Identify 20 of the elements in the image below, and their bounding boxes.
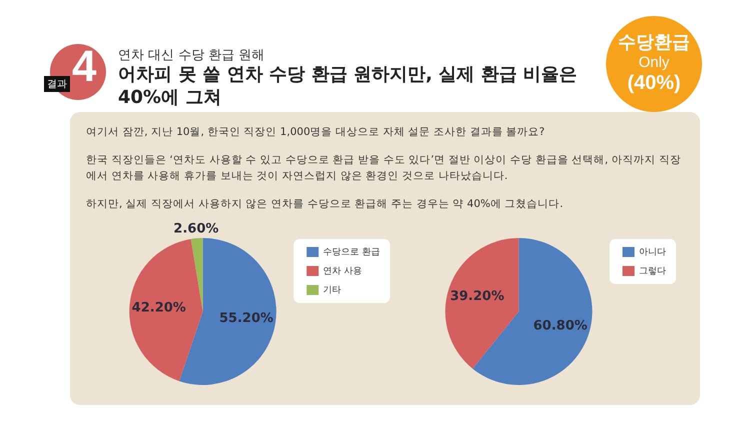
data-label: 42.20%: [132, 300, 186, 316]
legend-label: 아니다: [639, 247, 666, 258]
legend-label: 그렇다: [639, 266, 666, 276]
text: 수당환급: [617, 31, 691, 54]
data-label: 60.80%: [533, 318, 588, 334]
data-label: 2.60%: [174, 222, 219, 237]
legend-label: 수당으로 환급: [323, 247, 380, 258]
text: (40%): [626, 72, 682, 95]
legend-label: 연차 사용: [323, 266, 362, 276]
text: 4: [72, 42, 96, 92]
text: 결과: [44, 76, 70, 92]
legend-label: 기타: [323, 285, 342, 296]
text: 하지만, 실제 직장에서 사용하지 않은 연차를 수당으로 환급해 주는 경우는 약 40%에 그쳤습니다.: [86, 197, 564, 212]
text: Only: [638, 54, 670, 71]
chart-subtitle: 연차 대신 수당 환급 원해: [118, 47, 265, 64]
text: 한국 직장인들은 ‘연차도 사용할 수 있고 수당으로 환급 받을 수도 있다’면 절반 이상이 수당 환급을 선택해, 아직까지 직장에서 연차를 사용해 휴가를 보내는 것이 자연스럽지 않은 환경인 것으로 나타났습니다.: [86, 153, 682, 184]
data-label: 39.20%: [450, 289, 504, 304]
chart-title: 어차피 못 쓸 연차 수당 환급 원하지만, 실제 환급 비율은 40%에 그쳐: [118, 63, 578, 109]
data-label: 55.20%: [219, 311, 274, 326]
text: 여기서 잠깐, 지난 10월, 한국인 직장인 1,000명을 대상으로 자체 설문 조사한 결과를 볼까요?: [86, 125, 546, 140]
